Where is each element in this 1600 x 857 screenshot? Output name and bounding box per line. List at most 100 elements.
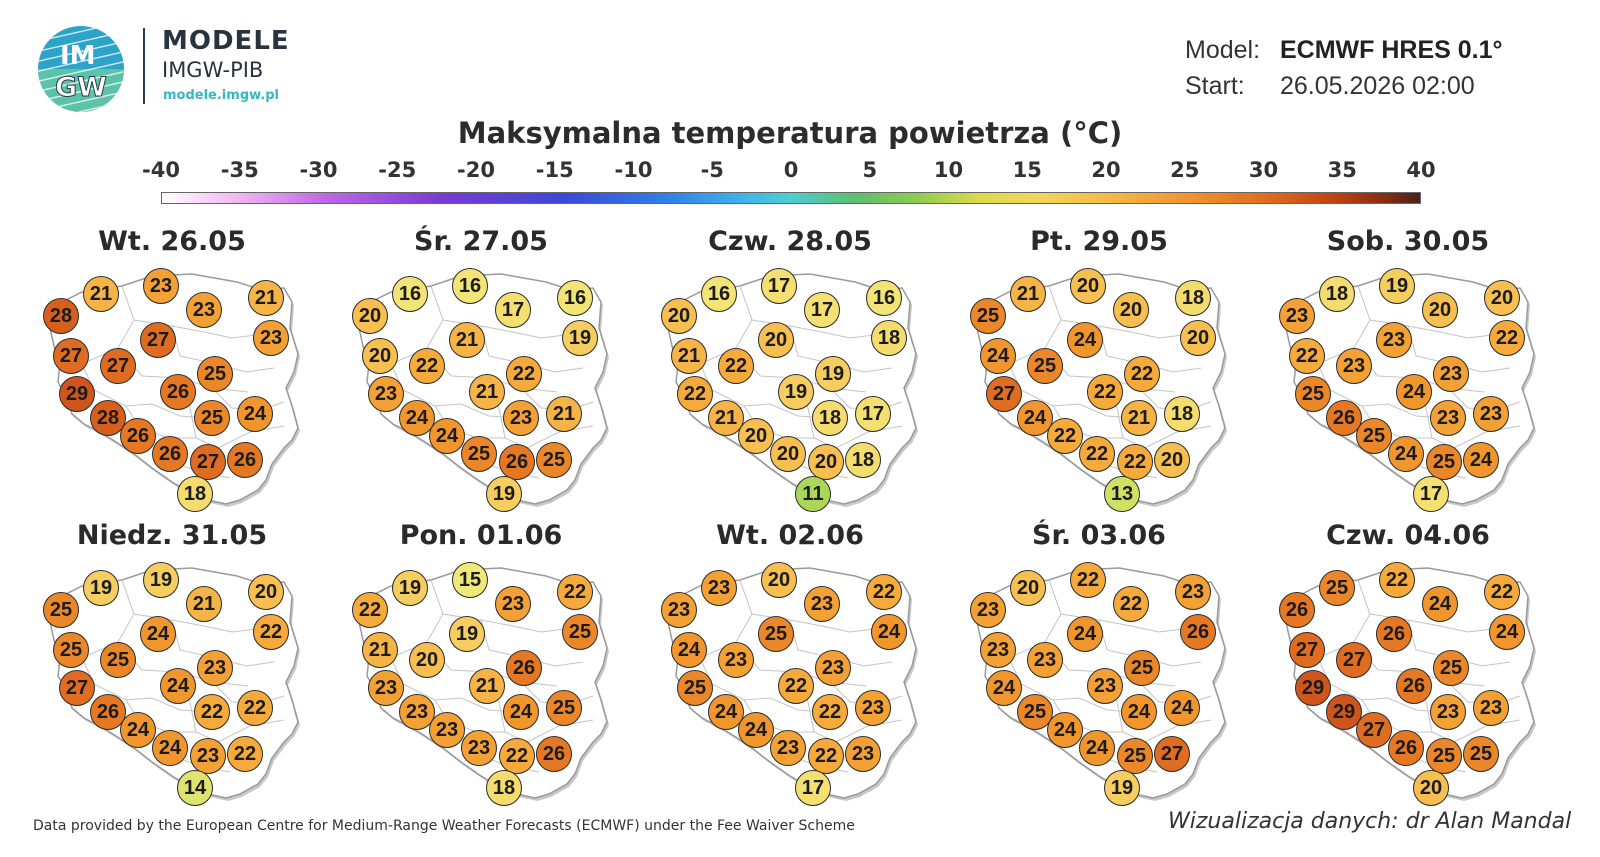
temperature-marker: 20: [738, 418, 774, 454]
temperature-marker: 17: [761, 268, 797, 304]
temperature-marker: 20: [661, 298, 697, 334]
forecast-panel: Niedz. 31.05 25 19 19 20 21 22 24 25 25 23 27 24 26 22…: [22, 520, 322, 810]
panel-date: Czw. 28.05: [708, 226, 872, 257]
scale-label: 0: [783, 158, 799, 182]
temperature-marker: 25: [536, 442, 572, 478]
panel-date: Pon. 01.06: [399, 520, 563, 551]
temperature-marker: 27: [1154, 736, 1190, 772]
temperature-marker: 25: [1124, 650, 1160, 686]
temperature-marker: 25: [1027, 348, 1063, 384]
scale-bar: [161, 192, 1421, 204]
temperature-marker: 24: [1396, 374, 1432, 410]
temperature-marker: 23: [855, 690, 891, 726]
temperature-marker: 23: [1027, 642, 1063, 678]
temperature-marker: 17: [795, 770, 831, 806]
brand-url[interactable]: modele.imgw.pl: [163, 88, 279, 103]
temperature-marker: 23: [190, 738, 226, 774]
scale-label: 5: [862, 158, 878, 182]
temperature-marker: 23: [429, 712, 465, 748]
temperature-marker: 22: [499, 738, 535, 774]
temperature-marker: 22: [677, 376, 713, 412]
scale-label: 20: [1091, 158, 1121, 182]
temperature-marker: 26: [506, 650, 542, 686]
temperature-marker: 20: [1413, 770, 1449, 806]
panel-date: Wt. 02.06: [716, 520, 864, 551]
temperature-marker: 23: [495, 586, 531, 622]
temperature-marker: 16: [866, 280, 902, 316]
start-value: 26.05.2026 02:00: [1280, 72, 1475, 100]
temperature-marker: 25: [1463, 736, 1499, 772]
temperature-marker: 29: [59, 376, 95, 412]
temperature-marker: 19: [1104, 770, 1140, 806]
temperature-marker: 24: [986, 670, 1022, 706]
temperature-marker: 21: [469, 668, 505, 704]
temperature-marker: 21: [1010, 276, 1046, 312]
panel-date: Śr. 27.05: [414, 226, 548, 257]
temperature-marker: 23: [143, 268, 179, 304]
temperature-marker: 23: [1473, 690, 1509, 726]
temperature-marker: 25: [970, 298, 1006, 334]
temperature-marker: 22: [778, 668, 814, 704]
temperature-marker: 20: [409, 642, 445, 678]
temperature-marker: 11: [795, 476, 831, 512]
temperature-marker: 20: [1422, 292, 1458, 328]
temperature-marker: 15: [452, 562, 488, 598]
temperature-marker: 23: [1279, 298, 1315, 334]
temperature-marker: 24: [1067, 322, 1103, 358]
temperature-marker: 27: [140, 322, 176, 358]
temperature-marker: 21: [449, 322, 485, 358]
temperature-marker: 22: [1124, 356, 1160, 392]
temperature-marker: 29: [1295, 670, 1331, 706]
temperature-marker: 21: [362, 632, 398, 668]
temperature-marker: 25: [677, 670, 713, 706]
temperature-marker: 22: [237, 690, 273, 726]
temperature-marker: 19: [392, 570, 428, 606]
voivodeship-border: [121, 285, 265, 339]
scale-label: 40: [1406, 158, 1436, 182]
temperature-marker: 26: [90, 694, 126, 730]
temperature-marker: 24: [1067, 616, 1103, 652]
temperature-marker: 22: [1117, 444, 1153, 480]
scale-label: 25: [1170, 158, 1200, 182]
model-label: Model:: [1185, 36, 1261, 64]
temperature-marker: 24: [1463, 442, 1499, 478]
temperature-marker: 23: [770, 730, 806, 766]
visualization-credit: Wizualizacja danych: dr Alan Mandal: [1168, 809, 1572, 834]
temperature-marker: 18: [177, 476, 213, 512]
color-scale: -40 -35 -30 -25 -20 -15 -10 -5 0 5 10 15 20 25 30 35 40: [142, 158, 1436, 208]
temperature-marker: 19: [778, 374, 814, 410]
voivodeship-border: [739, 579, 883, 633]
temperature-marker: 25: [194, 400, 230, 436]
temperature-marker: 23: [1433, 356, 1469, 392]
temperature-marker: 27: [1289, 632, 1325, 668]
temperature-marker: 27: [53, 338, 89, 374]
temperature-marker: 26: [1396, 668, 1432, 704]
voivodeship-border: [1357, 285, 1501, 339]
temperature-marker: 25: [758, 616, 794, 652]
temperature-marker: 18: [1319, 276, 1355, 312]
forecast-panel: Pon. 01.06 22 19 15 22 23 25 19 21 20 26 23 21 23 24 25…: [331, 520, 631, 810]
voivodeship-border: [430, 579, 574, 633]
voivodeship-border: [430, 285, 574, 339]
temperature-marker: 23: [718, 642, 754, 678]
temperature-marker: 26: [1388, 730, 1424, 766]
temperature-marker: 25: [1356, 418, 1392, 454]
temperature-marker: 24: [1121, 694, 1157, 730]
temperature-marker: 24: [429, 418, 465, 454]
temperature-marker: 23: [368, 376, 404, 412]
temperature-marker: 14: [177, 770, 213, 806]
temperature-marker: 25: [1426, 738, 1462, 774]
temperature-marker: 17: [495, 292, 531, 328]
temperature-marker: 25: [53, 632, 89, 668]
temperature-marker: 19: [486, 476, 522, 512]
temperature-marker: 25: [1319, 570, 1355, 606]
temperature-marker: 22: [808, 738, 844, 774]
scale-label: -35: [220, 158, 259, 182]
panel-date: Śr. 03.06: [1032, 520, 1166, 551]
temperature-marker: 20: [758, 322, 794, 358]
temperature-marker: 26: [160, 374, 196, 410]
temperature-marker: 23: [815, 650, 851, 686]
temperature-marker: 25: [1117, 738, 1153, 774]
temperature-marker: 24: [1079, 730, 1115, 766]
temperature-marker: 22: [253, 614, 289, 650]
